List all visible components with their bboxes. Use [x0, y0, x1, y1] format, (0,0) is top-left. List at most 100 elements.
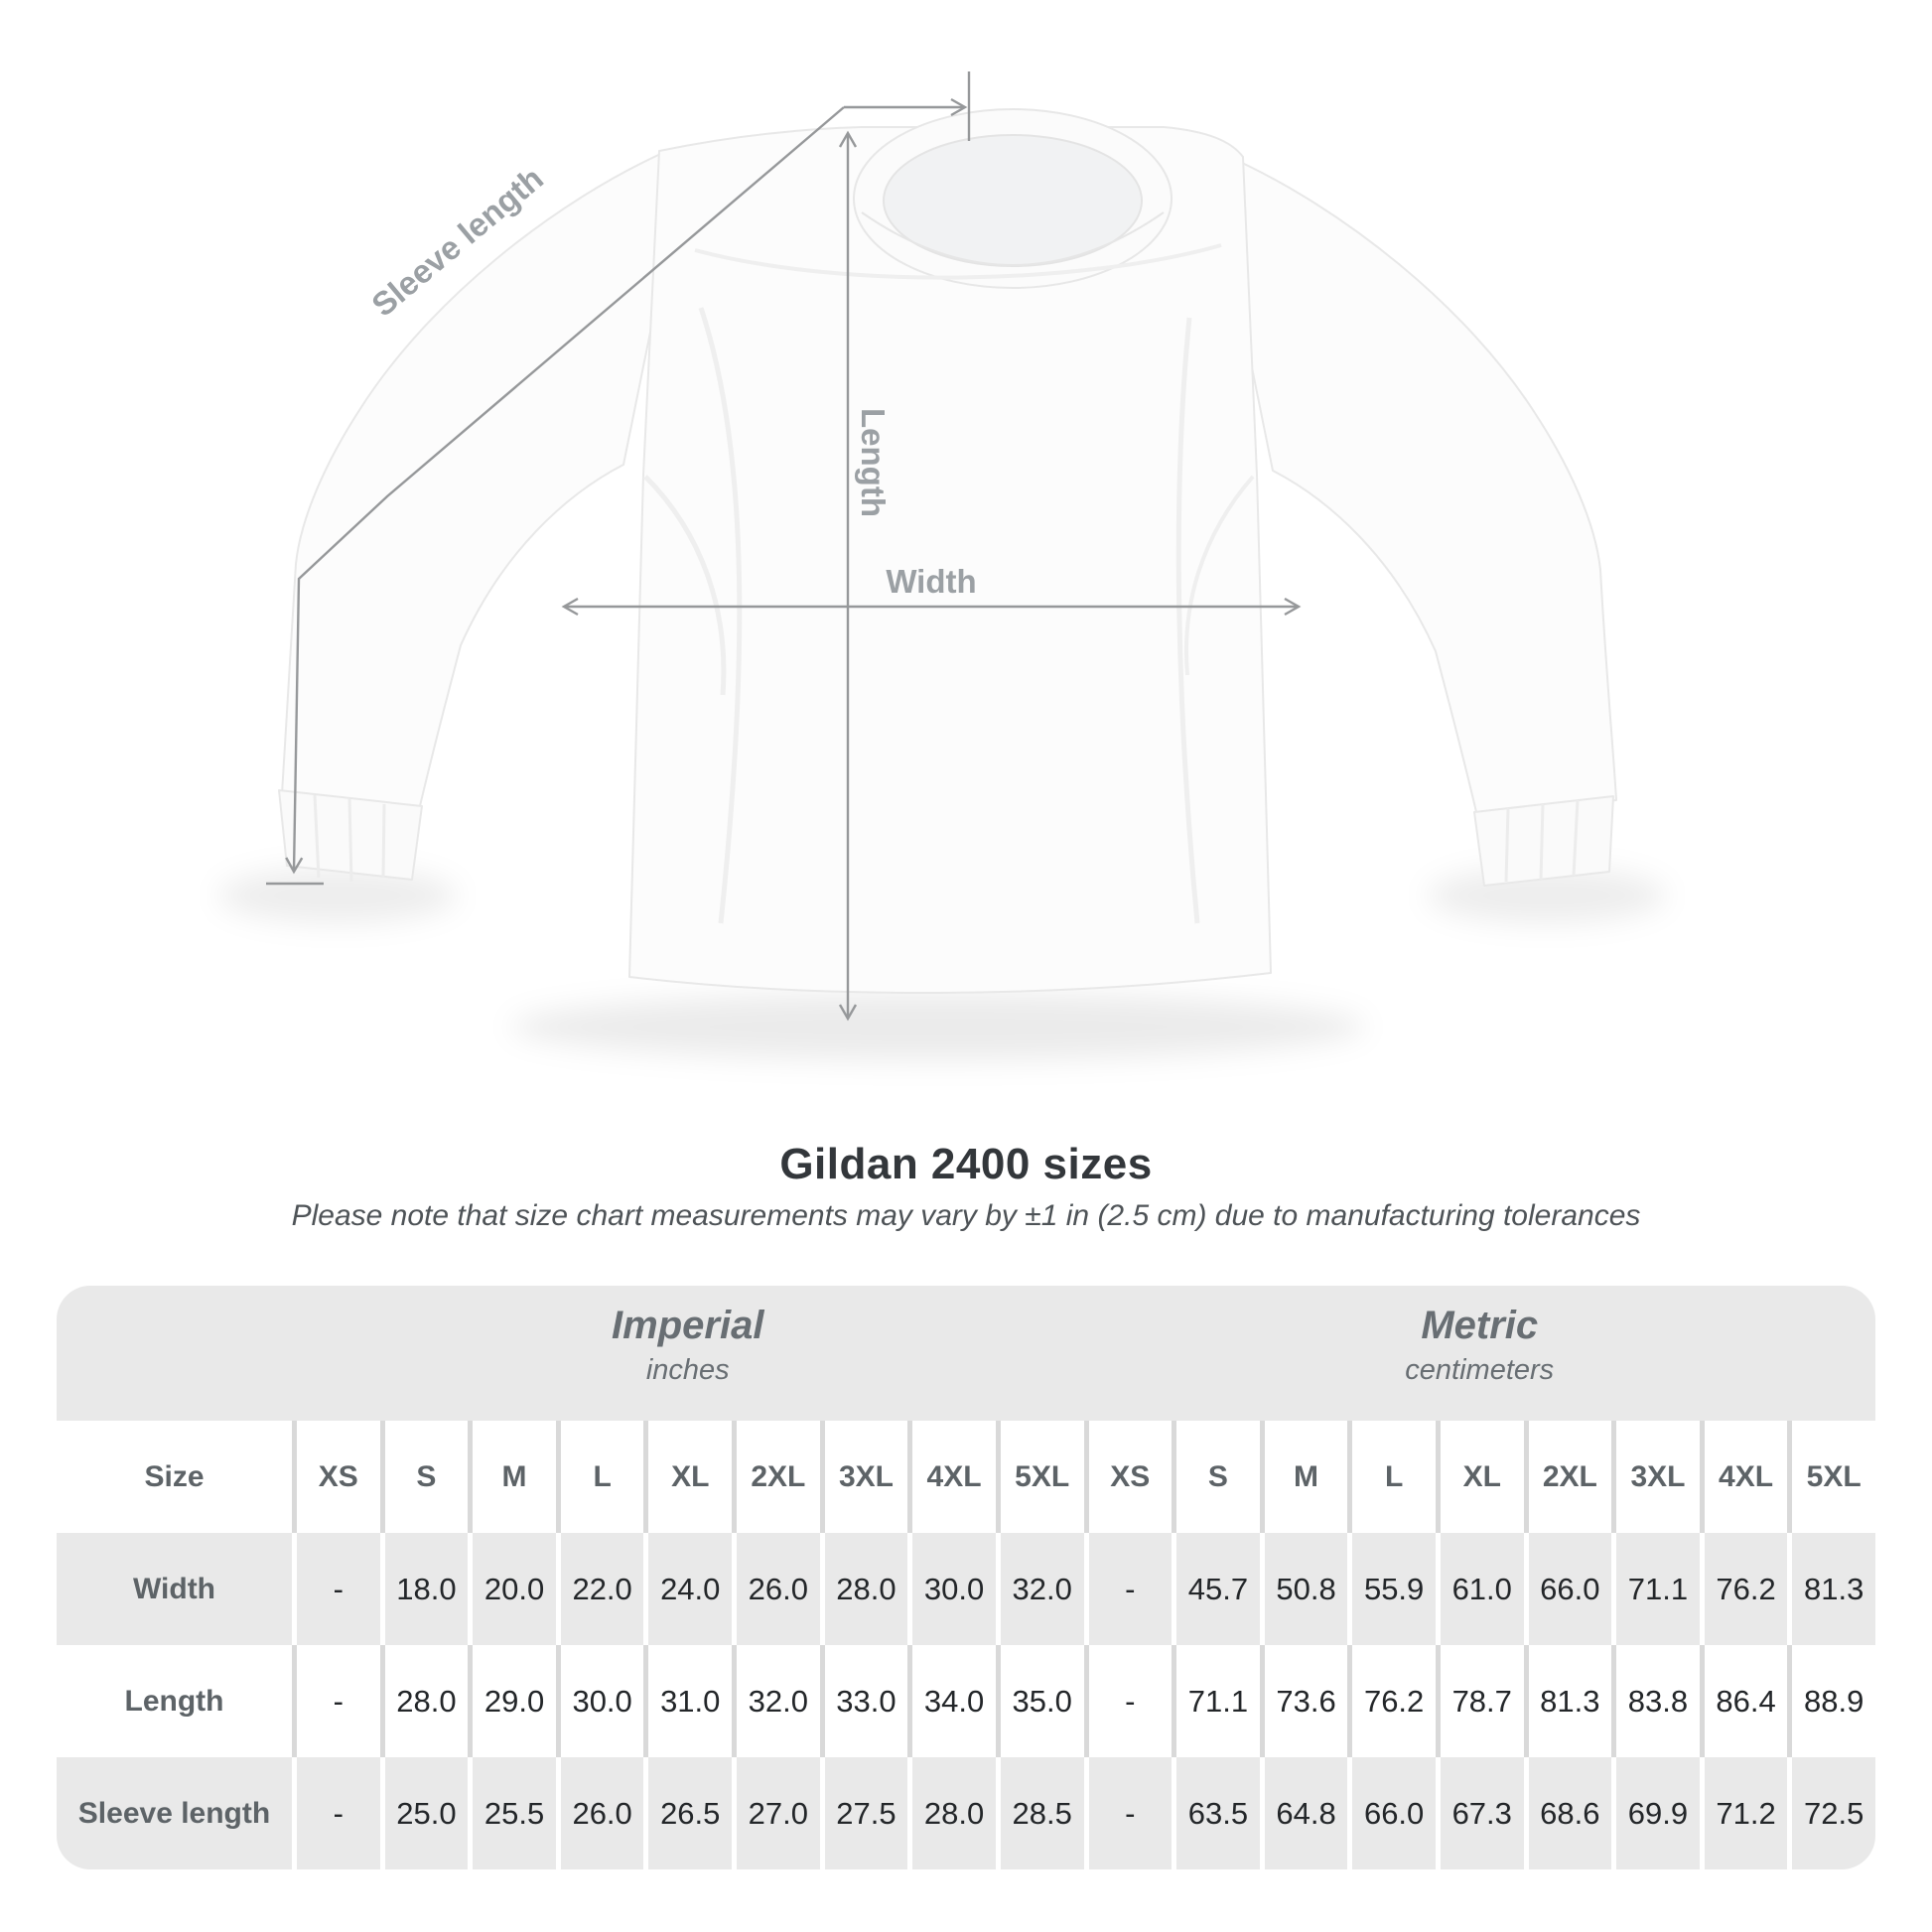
- size-header-imperial: 4XL: [907, 1421, 996, 1533]
- value-cell: 81.3: [1523, 1645, 1612, 1757]
- value-cell: -: [1083, 1757, 1173, 1869]
- value-cell: -: [1083, 1645, 1173, 1757]
- value-cell: 55.9: [1347, 1533, 1436, 1645]
- value-cell: 71.1: [1611, 1533, 1700, 1645]
- value-cell: 71.2: [1699, 1757, 1788, 1869]
- table-row: Length -28.0 29.0 30.0 31.0 32.0 33.0 34.0 35.0-…: [57, 1645, 1875, 1757]
- units-band-spacer: [57, 1286, 292, 1421]
- metric-group: Metric centimeters: [1084, 1286, 1876, 1421]
- value-cell: 76.2: [1699, 1533, 1788, 1645]
- value-cell: -: [1083, 1533, 1173, 1645]
- size-header-imperial: XL: [643, 1421, 732, 1533]
- value-cell: 22.0: [555, 1533, 644, 1645]
- value-cell: 72.5: [1787, 1757, 1875, 1869]
- value-cell: 66.0: [1347, 1757, 1436, 1869]
- value-cell: 26.0: [555, 1757, 644, 1869]
- value-cell: 68.6: [1523, 1757, 1612, 1869]
- value-cell: 26.0: [732, 1533, 820, 1645]
- value-cell: 27.0: [732, 1757, 820, 1869]
- metric-unit-label: centimeters: [1405, 1354, 1555, 1386]
- row-label: Length: [124, 1684, 224, 1718]
- row-label: Sleeve length: [77, 1796, 271, 1830]
- value-cell: 78.7: [1435, 1645, 1524, 1757]
- value-cell: 61.0: [1435, 1533, 1524, 1645]
- imperial-group: Imperial inches: [292, 1286, 1084, 1421]
- shirt-graphic: [278, 108, 1617, 995]
- size-header-imperial: M: [468, 1421, 556, 1533]
- size-header-metric: 4XL: [1699, 1421, 1788, 1533]
- size-header-metric: M: [1259, 1421, 1348, 1533]
- value-cell: 34.0: [907, 1645, 996, 1757]
- length-label: Length: [855, 408, 892, 517]
- value-cell: 35.0: [995, 1645, 1084, 1757]
- left-sleeve: [281, 150, 668, 811]
- value-cell: 28.0: [907, 1757, 996, 1869]
- size-header-metric: 5XL: [1787, 1421, 1875, 1533]
- size-header-metric: S: [1172, 1421, 1260, 1533]
- table-row: Width -18.0 20.0 22.0 24.0 26.0 28.0 30.0 32.0-4…: [57, 1533, 1875, 1645]
- value-cell: 63.5: [1172, 1757, 1260, 1869]
- shirt-shadow: [218, 868, 1666, 1060]
- value-cell: -: [292, 1533, 380, 1645]
- row-label: Width: [132, 1572, 216, 1605]
- value-cell: 30.0: [907, 1533, 996, 1645]
- table-body: Width -18.0 20.0 22.0 24.0 26.0 28.0 30.0 32.0-4…: [57, 1533, 1875, 1869]
- collar-lip: [861, 211, 1165, 266]
- size-header-metric: XS: [1083, 1421, 1173, 1533]
- value-cell: -: [292, 1757, 380, 1869]
- value-cell: 64.8: [1259, 1757, 1348, 1869]
- size-header-metric: XL: [1435, 1421, 1524, 1533]
- value-cell: 28.0: [819, 1533, 908, 1645]
- cuff-ribs: [313, 794, 1580, 883]
- page-title: Gildan 2400 sizes: [779, 1140, 1153, 1188]
- value-cell: 24.0: [643, 1533, 732, 1645]
- size-header-imperial: 5XL: [995, 1421, 1084, 1533]
- size-header-metric: L: [1347, 1421, 1436, 1533]
- value-cell: 69.9: [1611, 1757, 1700, 1869]
- value-cell: 28.0: [379, 1645, 469, 1757]
- value-cell: 31.0: [643, 1645, 732, 1757]
- value-cell: 83.8: [1611, 1645, 1700, 1757]
- value-cell: 86.4: [1699, 1645, 1788, 1757]
- value-cell: 32.0: [732, 1645, 820, 1757]
- value-cell: 18.0: [379, 1533, 469, 1645]
- size-header-imperial: S: [379, 1421, 469, 1533]
- value-cell: 73.6: [1259, 1645, 1348, 1757]
- measurement-lines: [266, 71, 1302, 1022]
- size-header-metric: 2XL: [1523, 1421, 1612, 1533]
- value-cell: 45.7: [1172, 1533, 1260, 1645]
- value-cell: 28.5: [995, 1757, 1084, 1869]
- value-cell: 27.5: [819, 1757, 908, 1869]
- value-cell: 25.5: [468, 1757, 556, 1869]
- units-band: Imperial inches Metric centimeters: [57, 1286, 1875, 1421]
- size-header-metric: 3XL: [1611, 1421, 1700, 1533]
- value-cell: 26.5: [643, 1757, 732, 1869]
- value-cell: -: [292, 1645, 380, 1757]
- size-column-header: Size: [144, 1459, 205, 1493]
- imperial-unit-label: inches: [645, 1354, 730, 1386]
- value-cell: 50.8: [1259, 1533, 1348, 1645]
- sleeve-length-line: [285, 106, 845, 875]
- size-header-imperial: XS: [292, 1421, 380, 1533]
- size-table: Imperial inches Metric centimeters Size X…: [57, 1286, 1875, 1869]
- value-cell: 20.0: [468, 1533, 556, 1645]
- imperial-label: Imperial: [612, 1304, 764, 1347]
- shirt-body: [628, 126, 1272, 995]
- value-cell: 32.0: [995, 1533, 1084, 1645]
- value-cell: 33.0: [819, 1645, 908, 1757]
- table-size-header-row: Size XS S M L XL 2XL 3XL 4XL 5XL XS S M L XL 2XL 3XL 4XL 5…: [57, 1421, 1875, 1533]
- value-cell: 66.0: [1523, 1533, 1612, 1645]
- value-cell: 29.0: [468, 1645, 556, 1757]
- value-cell: 30.0: [555, 1645, 644, 1757]
- size-header-imperial: L: [555, 1421, 644, 1533]
- value-cell: 88.9: [1787, 1645, 1875, 1757]
- value-cell: 81.3: [1787, 1533, 1875, 1645]
- shirt-illustration: Sleeve length Length Width: [218, 71, 1666, 1060]
- size-header-imperial: 3XL: [819, 1421, 908, 1533]
- value-cell: 67.3: [1435, 1757, 1524, 1869]
- tolerance-note: Please note that size chart measurements…: [291, 1199, 1641, 1232]
- size-header-imperial: 2XL: [732, 1421, 820, 1533]
- metric-label: Metric: [1421, 1304, 1539, 1347]
- table-row: Sleeve length -25.0 25.5 26.0 26.5 27.0 27.5 28…: [57, 1757, 1875, 1869]
